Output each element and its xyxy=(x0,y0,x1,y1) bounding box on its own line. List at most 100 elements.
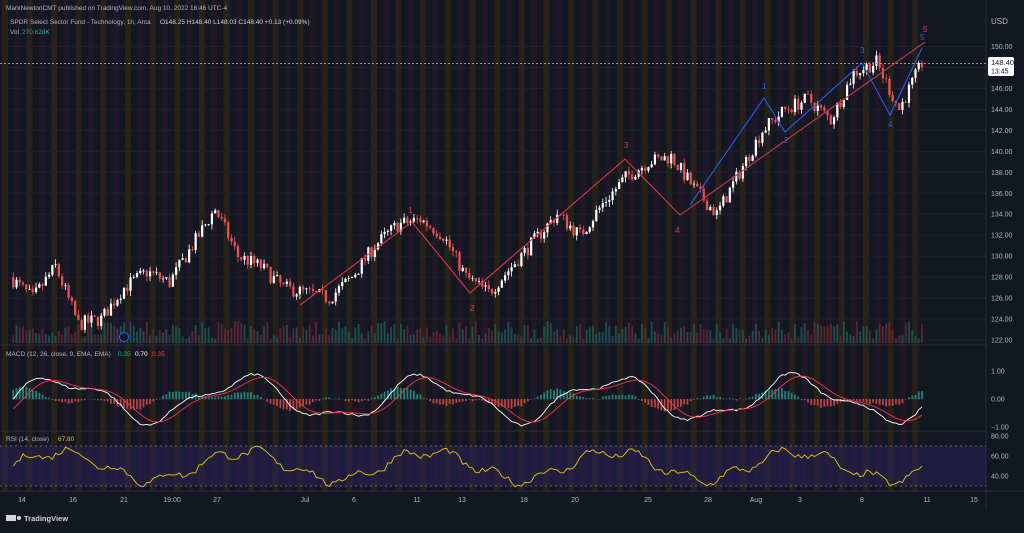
macd-histogram-bar xyxy=(84,399,86,400)
session-band xyxy=(826,0,832,491)
macd-histogram-bar xyxy=(794,395,796,400)
volume-bar xyxy=(631,326,633,343)
volume-bar xyxy=(315,322,317,343)
candle-body xyxy=(32,289,34,292)
macd-histogram-bar xyxy=(35,391,37,399)
candle-body xyxy=(875,55,877,65)
candle-body xyxy=(563,215,565,216)
volume-bar xyxy=(371,325,373,343)
macd-histogram-bar xyxy=(680,399,682,407)
volume-label[interactable]: Vol xyxy=(10,29,20,36)
candle-body xyxy=(315,291,317,292)
macd-histogram-bar xyxy=(735,399,737,401)
candle-body xyxy=(879,55,881,67)
volume-bar xyxy=(319,334,321,343)
session-band xyxy=(64,0,70,491)
time-axis-label: Jul xyxy=(301,497,310,504)
candle-body xyxy=(357,274,359,275)
volume-bar xyxy=(726,329,728,343)
volume-bar xyxy=(807,330,809,343)
candle-body xyxy=(335,293,337,302)
candle-body xyxy=(784,107,786,109)
volume-bar xyxy=(823,326,825,343)
volume-bar xyxy=(283,326,285,343)
volume-bar xyxy=(745,339,747,343)
macd-label[interactable]: MACD (12, 26, close, 9, EMA, EMA) xyxy=(6,351,111,358)
macd-histogram-bar xyxy=(879,399,881,405)
session-band xyxy=(174,0,180,491)
rsi-label[interactable]: RSI (14, close) xyxy=(6,436,49,443)
price-axis-label: 138.00 xyxy=(991,170,1013,177)
candle-body xyxy=(247,256,249,265)
wave-label: 4 xyxy=(675,226,680,235)
volume-bar xyxy=(78,324,80,343)
candle-body xyxy=(683,163,685,180)
candle-body xyxy=(188,249,190,262)
volume-bar xyxy=(618,334,620,343)
volume-bar xyxy=(680,328,682,343)
price-axis-label: 146.00 xyxy=(991,86,1013,93)
candle-body xyxy=(142,271,144,272)
volume-bar xyxy=(61,335,63,343)
volume-bar xyxy=(165,329,167,343)
volume-bar xyxy=(501,332,503,343)
volume-bar xyxy=(273,335,275,343)
macd-histogram-bar xyxy=(420,394,422,399)
candle-body xyxy=(419,219,421,223)
macd-histogram-bar xyxy=(224,396,226,399)
macd-histogram-bar xyxy=(257,395,259,399)
macd-histogram-bar xyxy=(48,398,50,400)
session-band xyxy=(900,0,906,491)
wave-label: 4 xyxy=(888,120,893,129)
price-axis[interactable]: 150.00148.00146.00144.00142.00140.00138.… xyxy=(991,44,1013,345)
candle-body xyxy=(595,210,597,221)
volume-bar xyxy=(843,321,845,343)
rsi-axis-label: 40.00 xyxy=(991,474,1009,481)
macd-histogram-bar xyxy=(270,399,272,404)
macd-histogram-bar xyxy=(449,399,451,404)
session-band xyxy=(310,0,316,491)
candle-body xyxy=(849,84,851,85)
macd-histogram-bar xyxy=(475,399,477,400)
candle-body xyxy=(387,231,389,232)
volume-bar xyxy=(517,335,519,343)
volume-bar xyxy=(856,321,858,343)
macd-histogram-bar xyxy=(895,399,897,404)
candle-body xyxy=(426,221,428,227)
macd-histogram-bar xyxy=(827,399,829,406)
volume-bar xyxy=(524,325,526,343)
volume-bar xyxy=(117,329,119,343)
volume-bar xyxy=(71,334,73,343)
candle-body xyxy=(872,66,874,73)
volume-bar xyxy=(178,328,180,343)
macd-histogram-bar xyxy=(273,399,275,405)
volume-bar xyxy=(397,339,399,343)
session-band xyxy=(752,0,758,491)
candle-body xyxy=(149,271,151,276)
candle-body xyxy=(211,213,213,224)
time-axis-label: 11 xyxy=(413,497,420,504)
macd-histogram-bar xyxy=(739,398,741,399)
macd-histogram-bar xyxy=(807,399,809,402)
macd-histogram-bar xyxy=(892,399,894,406)
volume-bar xyxy=(201,322,203,343)
session-band xyxy=(556,0,562,491)
session-band xyxy=(346,0,352,491)
rsi-axis-label: 60.00 xyxy=(991,454,1009,461)
macd-histogram-bar xyxy=(78,399,80,402)
candle-body xyxy=(162,278,164,279)
session-band xyxy=(666,0,672,491)
session-band xyxy=(679,0,685,491)
volume-bar xyxy=(566,339,568,343)
volume-bar xyxy=(804,324,806,343)
macd-histogram-bar xyxy=(814,399,816,405)
volume-bar xyxy=(527,325,529,343)
candle-body xyxy=(501,281,503,288)
volume-bar xyxy=(253,329,255,343)
candle-body xyxy=(527,248,529,255)
volume-bar xyxy=(810,334,812,343)
symbol-description[interactable]: SPDR Select Sector Fund - Technology, 1h… xyxy=(10,19,151,26)
candle-body xyxy=(113,304,115,306)
